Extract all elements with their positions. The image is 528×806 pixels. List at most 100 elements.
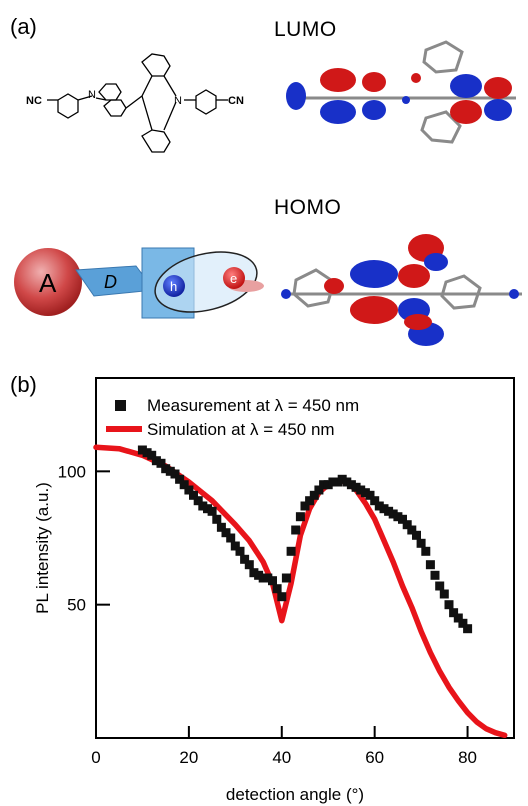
donor-acceptor-schematic: A D h e <box>14 247 264 319</box>
homo-orbital-image <box>281 234 522 346</box>
measurement-point <box>212 514 222 524</box>
measurement-point <box>402 520 412 530</box>
molecule-structure: NC N N CN <box>26 53 244 153</box>
lumo-lobe <box>362 100 386 120</box>
measurement-point <box>416 538 426 548</box>
axis-layer: 0 20 40 60 80 50 100 detection angle (°) PL inte… <box>33 462 477 804</box>
homo-lobe <box>404 314 432 330</box>
lumo-lobe <box>484 99 512 121</box>
measurement-point <box>249 568 259 578</box>
right-nitrogen-label: N <box>174 95 182 107</box>
measurement-point <box>235 546 245 556</box>
measurement-point <box>305 496 315 506</box>
measurement-point <box>374 501 384 511</box>
x-tick-label: 0 <box>91 748 100 767</box>
electron-label: e <box>230 271 237 286</box>
x-tick-label: 80 <box>458 748 477 767</box>
lumo-lobe <box>320 100 356 124</box>
x-tick-label: 20 <box>179 748 198 767</box>
measurement-point <box>156 458 166 468</box>
panel-a-label: (a) <box>10 14 37 39</box>
measurement-point <box>346 480 356 490</box>
measurement-point <box>356 485 366 495</box>
measurement-point <box>263 573 273 583</box>
y-axis-label: PL intensity (a.u.) <box>33 482 52 614</box>
x-tick-label: 40 <box>272 748 291 767</box>
measurement-point <box>384 506 394 516</box>
lumo-lobe <box>286 82 306 110</box>
acceptor-sphere <box>14 248 82 316</box>
measurement-point <box>425 560 435 570</box>
homo-lobe <box>398 264 430 288</box>
plot-area <box>95 377 515 739</box>
homo-lobe <box>350 260 398 288</box>
measurement-point <box>142 448 152 458</box>
measurement-point <box>281 573 291 583</box>
measurement-point <box>333 477 342 487</box>
donor-label: D <box>104 272 117 292</box>
measurement-point <box>439 589 449 599</box>
measurement-point <box>189 490 198 500</box>
legend-measurement-marker <box>115 400 126 411</box>
legend-measurement-label: Measurement at λ = 450 nm <box>147 396 359 415</box>
measurement-point <box>193 496 203 506</box>
measurement-point <box>221 528 231 538</box>
lumo-lobe <box>450 74 482 98</box>
measurement-point <box>342 477 352 487</box>
measurement-point <box>268 576 277 586</box>
measurement-point <box>421 546 431 556</box>
measurement-point <box>147 450 157 460</box>
measurement-point <box>430 570 440 580</box>
measurement-point <box>291 525 301 535</box>
lumo-lobe <box>320 68 356 92</box>
right-benzene-ring <box>195 89 217 115</box>
measurement-point <box>319 480 329 490</box>
measurement-point <box>300 501 310 511</box>
measurement-point <box>170 469 180 479</box>
left-cyano-label: NC <box>26 95 42 107</box>
x-axis-label: detection angle (°) <box>226 785 364 804</box>
measurement-point <box>207 506 217 516</box>
measurement-point <box>309 490 319 500</box>
measurement-point <box>240 554 250 564</box>
measurement-point <box>370 496 380 506</box>
measurement-point <box>184 485 194 495</box>
panel-b-label: (b) <box>10 372 37 397</box>
measurement-point <box>463 624 473 634</box>
legend-simulation-label: Simulation at λ = 450 nm <box>147 420 335 439</box>
plot-frame <box>95 377 515 739</box>
measurement-point <box>435 581 445 591</box>
electron-sphere <box>223 267 245 289</box>
measurement-point <box>137 445 147 455</box>
top-spiro-ring <box>141 53 171 77</box>
measurement-point <box>360 488 370 498</box>
lumo-lobe <box>484 77 512 99</box>
measurement-point <box>365 490 375 500</box>
measurement-point <box>295 512 305 522</box>
left-lower-ring <box>103 99 127 117</box>
homo-title: HOMO <box>274 196 342 219</box>
measurement-point <box>277 592 287 602</box>
x-tick-label: 60 <box>365 748 384 767</box>
lumo-orbital-image <box>286 40 516 144</box>
measurement-point <box>453 613 463 623</box>
measurement-point <box>328 477 338 487</box>
lumo-title: LUMO <box>274 18 337 41</box>
measurement-point <box>314 485 324 495</box>
charge-transfer-ellipse <box>154 251 258 313</box>
measurement-point <box>216 522 226 532</box>
measurement-point <box>244 560 254 570</box>
measurement-point <box>444 600 454 610</box>
bottom-spiro-ring <box>141 129 171 153</box>
series-layer <box>93 444 508 739</box>
measurement-point <box>412 530 421 540</box>
hole-sphere <box>163 275 185 297</box>
measurement-point <box>323 480 333 490</box>
legend: Measurement at λ = 450 nm Simulation at λ… <box>106 396 359 439</box>
y-tick-label: 50 <box>67 596 86 615</box>
measurement-point <box>198 501 208 511</box>
measurement-point <box>379 504 389 514</box>
hole-label: h <box>170 279 177 294</box>
measurement-point <box>151 456 161 466</box>
homo-lobe <box>324 278 344 294</box>
